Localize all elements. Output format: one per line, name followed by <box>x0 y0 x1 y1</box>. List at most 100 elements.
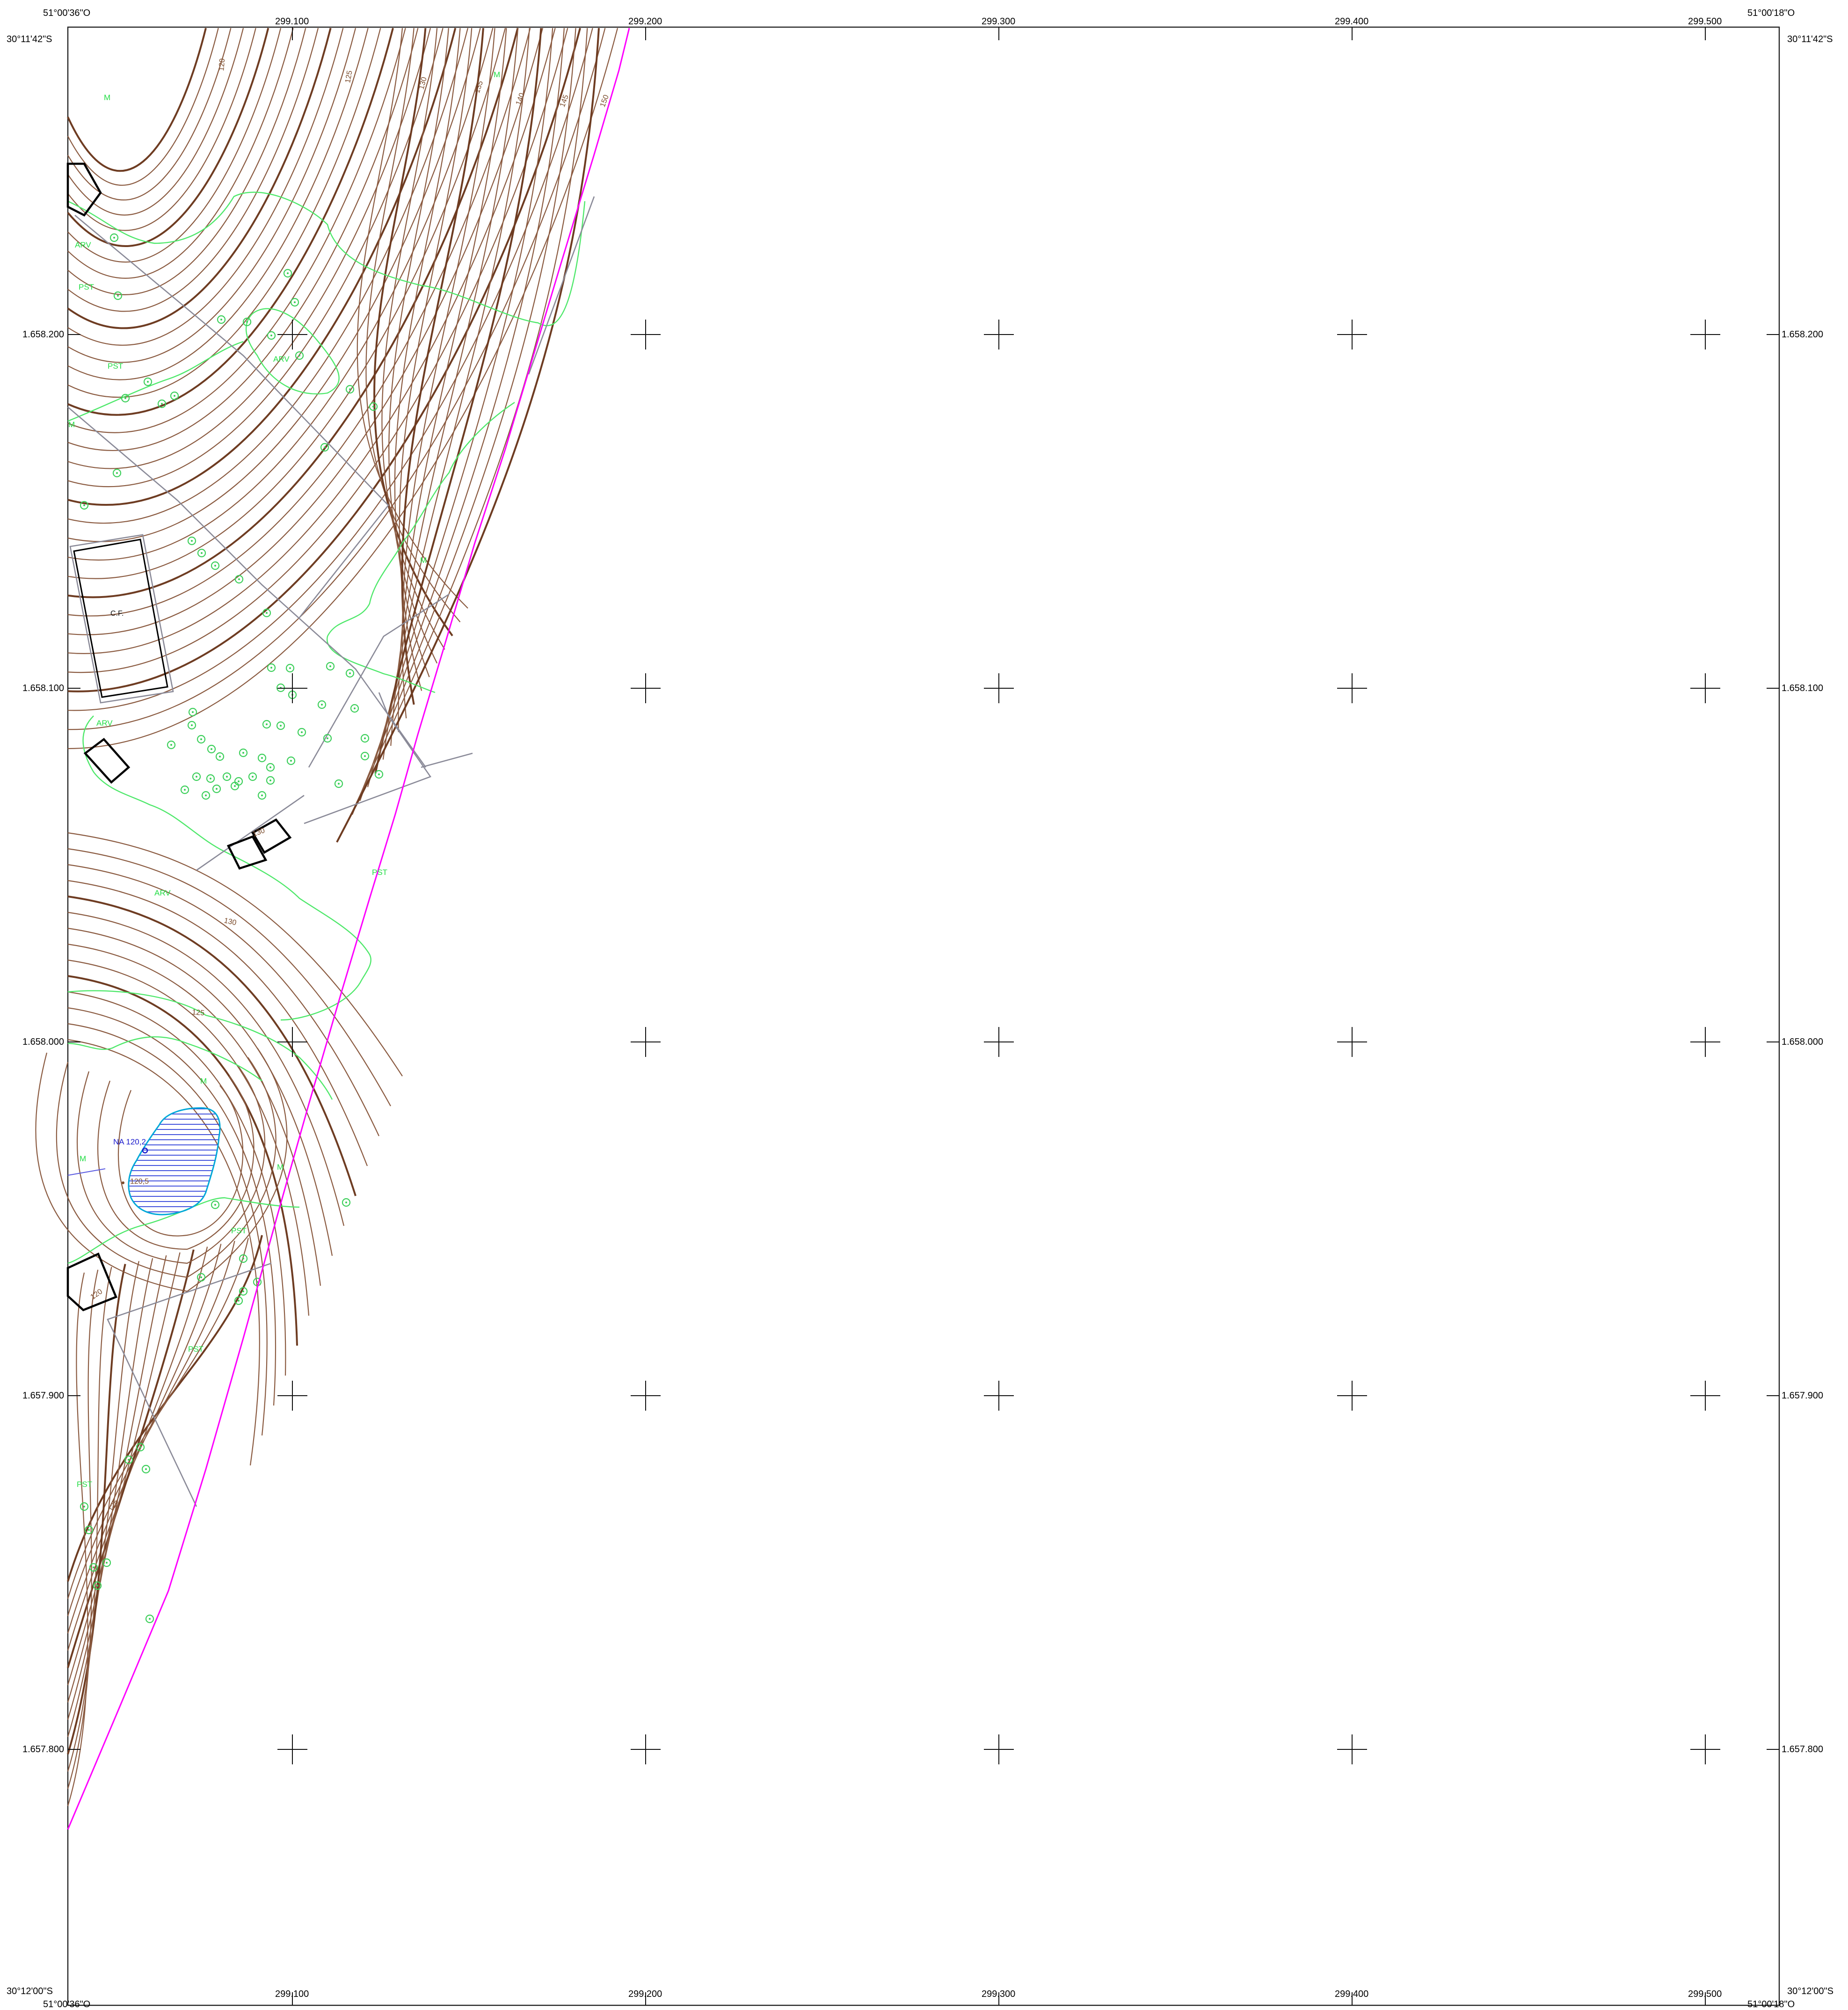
fence-line <box>304 692 432 824</box>
tree-icon-center <box>116 472 118 474</box>
tree-icon-center <box>269 766 271 768</box>
contour-line <box>374 28 542 774</box>
tree-icon-center <box>349 388 351 390</box>
tree-icon <box>80 501 89 510</box>
contour-line <box>97 1076 255 1250</box>
contour-line <box>67 880 368 1166</box>
vegetation-boundary <box>67 1036 262 1081</box>
contour-line <box>367 28 553 787</box>
contour-line <box>382 28 530 760</box>
tree-icon-center <box>170 744 172 746</box>
contour-line <box>67 1261 139 1737</box>
tree-icon-center <box>364 755 366 757</box>
tree-icon <box>145 1614 154 1624</box>
tree-icon-center <box>214 565 216 567</box>
tree-icon-center <box>88 1529 90 1531</box>
spot-height-label: 120,5 <box>130 1178 149 1186</box>
contour-line <box>67 28 319 312</box>
tree-icon <box>89 1563 98 1572</box>
tree-icon <box>267 663 276 672</box>
corner-bottom-left-lon: 51°00'36"O <box>43 1999 90 2010</box>
tree-icon-center <box>329 665 331 667</box>
tree-icon-center <box>349 672 351 674</box>
contour-line <box>67 28 494 561</box>
northing-left-label: 1.658.200 <box>22 329 64 340</box>
contour-line <box>67 28 219 186</box>
tree-icon <box>230 781 240 791</box>
contour-line <box>67 28 381 398</box>
tree-icon-center <box>200 1276 202 1278</box>
contour-line <box>67 28 244 216</box>
contour-lines <box>35 28 618 1806</box>
tree-icon <box>196 1273 206 1282</box>
easting-top-label: 299.300 <box>982 16 1015 27</box>
tree-icon-center <box>113 237 115 239</box>
contour-line <box>67 28 606 730</box>
tree-icon-center <box>338 783 340 785</box>
property-boundary-line <box>67 28 630 1830</box>
tree-icon <box>297 728 306 737</box>
tree-icon <box>286 756 296 765</box>
contour-line <box>67 28 357 363</box>
tree-icon-center <box>149 1618 151 1620</box>
tree-icon <box>342 1198 351 1207</box>
tree-icon <box>276 721 285 730</box>
contour-line <box>401 28 495 719</box>
vegetation-boundaries <box>67 191 586 1264</box>
tree-icon-center <box>301 731 303 733</box>
tree-icon-center <box>242 752 244 754</box>
tree-icon-center <box>378 773 380 775</box>
building-cf <box>73 539 168 698</box>
tree-icon <box>187 721 196 730</box>
contour-line <box>67 28 256 231</box>
contour-line <box>67 28 294 279</box>
contour-line <box>67 1238 249 1599</box>
corner-bottom-right-lat: 30°12'00"S <box>1787 1986 1833 1996</box>
tree-icon <box>317 700 327 709</box>
land-use-label: M <box>200 1077 207 1085</box>
tree-icon <box>266 763 275 772</box>
northing-right-label: 1.657.900 <box>1782 1391 1823 1401</box>
northing-right-label: 1.657.800 <box>1782 1744 1823 1755</box>
tree-icon <box>192 772 201 781</box>
contour-line <box>67 28 593 711</box>
tree-icon <box>113 291 123 300</box>
contour-line <box>67 1269 99 1789</box>
vegetation-boundary <box>67 341 244 422</box>
contour-line <box>67 28 344 346</box>
grid-crosses <box>277 320 1720 1764</box>
tree-icon-center <box>216 788 218 790</box>
contour-line <box>67 28 369 380</box>
tree-icon-center <box>214 1204 216 1206</box>
contour-line <box>67 28 457 506</box>
tree-icon-center <box>128 1459 130 1461</box>
tree-icon <box>112 468 122 478</box>
contour-line <box>67 28 431 469</box>
contour-line <box>390 28 519 746</box>
contour-line <box>67 1246 208 1651</box>
tree-icon <box>262 720 271 729</box>
tree-icon-center <box>364 737 366 739</box>
tree-icon-center <box>96 1585 98 1587</box>
contour-line <box>67 28 544 635</box>
tree-icon-center <box>252 776 254 778</box>
contour-line <box>67 28 556 654</box>
tree-icon <box>239 748 248 757</box>
contour-label: 125 <box>192 1008 205 1017</box>
contour-line <box>67 28 506 579</box>
tree-icon-center <box>147 381 149 383</box>
contour-line <box>67 28 469 524</box>
tree-icon-center <box>256 1281 258 1283</box>
tree-icon <box>257 791 267 800</box>
contour-line <box>67 1267 112 1772</box>
tree-icon-center <box>294 301 296 303</box>
drain-line <box>67 1168 106 1176</box>
fence-line <box>74 215 389 618</box>
tree-icon-center <box>191 724 193 726</box>
corner-bottom-right-lon: 51°00'18"O <box>1747 1999 1795 2010</box>
tree-icon <box>215 752 225 761</box>
tree-icon <box>143 377 153 386</box>
fence-line <box>308 593 450 768</box>
tree-icon <box>239 1287 248 1296</box>
buildings <box>66 162 292 1311</box>
